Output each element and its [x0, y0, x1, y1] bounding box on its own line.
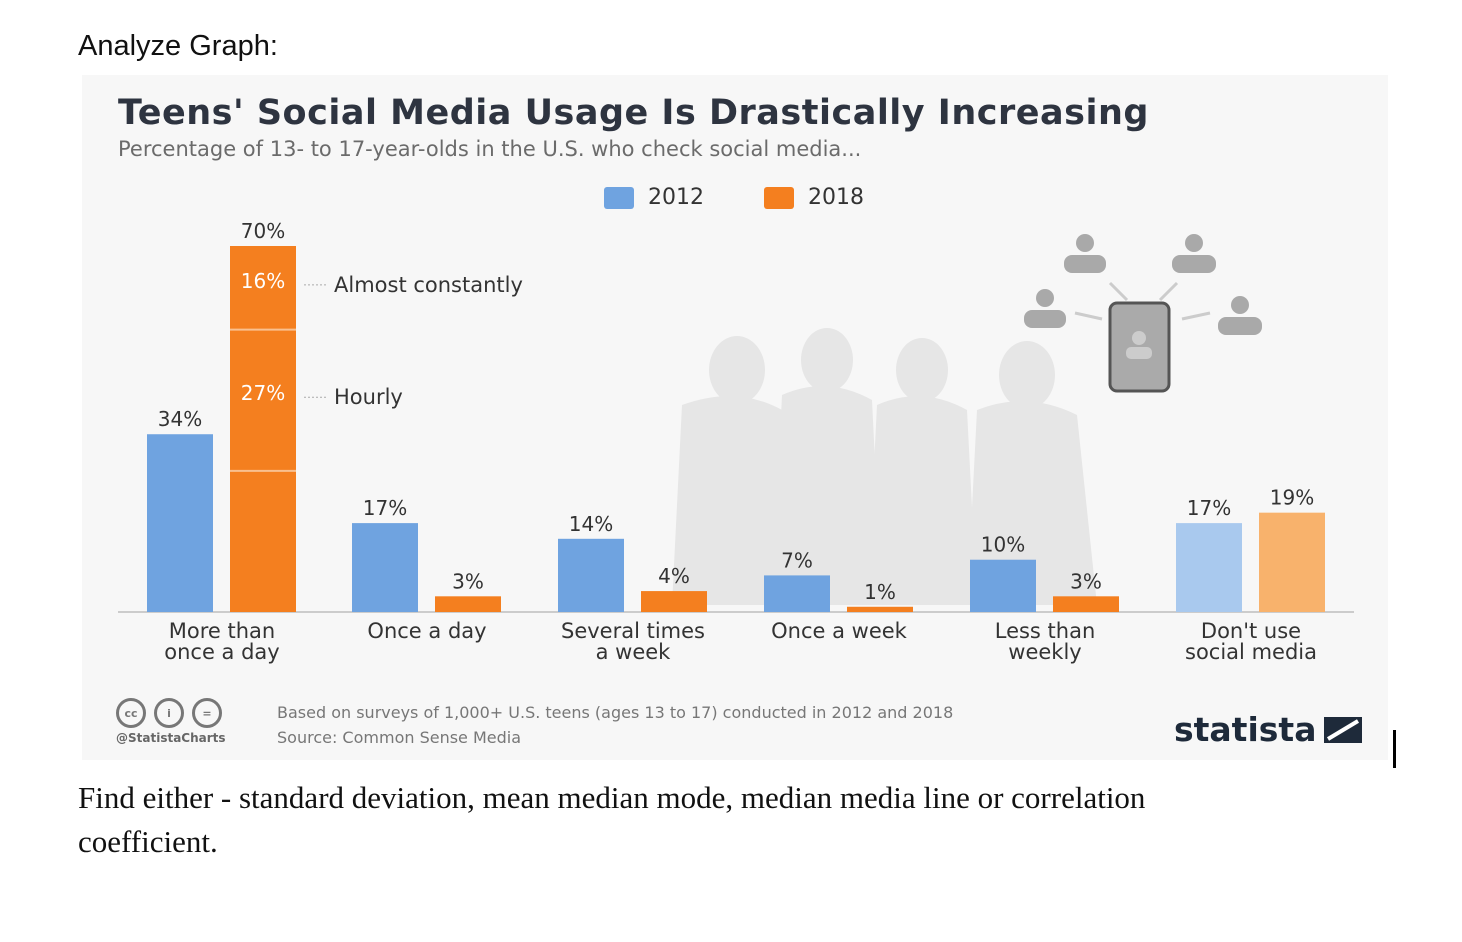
data-label: 17%	[363, 496, 407, 520]
legend-swatch-2018	[764, 186, 794, 209]
data-label: 10%	[981, 533, 1025, 557]
category-label: Several times	[561, 619, 705, 643]
chart-title: Teens' Social Media Usage Is Drastically…	[118, 93, 1149, 133]
category-label: More than	[169, 619, 275, 643]
footnote: Based on surveys of 1,000+ U.S. teens (a…	[277, 703, 954, 722]
category-label: Don't use	[1201, 619, 1301, 643]
bar-2012	[764, 575, 830, 612]
source: Source: Common Sense Media	[277, 728, 522, 747]
segment-label: 27%	[241, 381, 285, 405]
legend-label: 2012	[648, 185, 704, 210]
category-label: once a day	[164, 640, 279, 664]
legend-swatch-2012	[604, 186, 634, 209]
legend-label: 2018	[808, 185, 864, 210]
text-cursor	[1393, 730, 1396, 768]
data-label: 1%	[864, 580, 896, 604]
question-text: Find either - standard deviation, mean m…	[78, 780, 1146, 859]
network-phone-icon	[1024, 234, 1262, 393]
cc-icon: cc	[116, 698, 146, 728]
statista-logo: statista	[1174, 710, 1363, 749]
handle: @StatistaCharts	[116, 731, 226, 745]
bar-2018	[641, 591, 707, 612]
chart-subtitle: Percentage of 13- to 17-year-olds in the…	[118, 137, 862, 161]
data-label: 17%	[1187, 496, 1231, 520]
bar-2012	[1176, 523, 1242, 612]
data-label: 14%	[569, 512, 613, 536]
bar-2018	[1053, 596, 1119, 612]
bar-2018	[847, 606, 913, 612]
category-label: Once a day	[367, 619, 486, 643]
bar-2018	[230, 246, 296, 612]
bar-2012	[558, 538, 624, 612]
data-label: 7%	[781, 548, 813, 572]
no-derivatives-icon: =	[192, 698, 222, 728]
segment-name: Hourly	[334, 385, 403, 409]
segment-label: 16%	[241, 269, 285, 293]
bar-2012	[970, 559, 1036, 612]
chart-panel: Teens' Social Media Usage Is Drastically…	[82, 75, 1388, 760]
data-label: 3%	[1070, 569, 1102, 593]
data-label: 3%	[452, 569, 484, 593]
data-label: 4%	[658, 564, 690, 588]
bar-2018	[435, 596, 501, 612]
data-label: 19%	[1270, 486, 1314, 510]
bar-2018	[1259, 512, 1325, 612]
legend-item-2018: 2018	[764, 185, 864, 210]
category-label: weekly	[1008, 640, 1081, 664]
bar-2012	[352, 523, 418, 612]
data-label: 70%	[241, 219, 285, 243]
bar-2012	[147, 434, 213, 612]
category-label: a week	[596, 640, 672, 664]
heading: Analyze Graph:	[78, 30, 278, 62]
brand: statista	[1174, 710, 1317, 749]
legend-item-2012: 2012	[604, 185, 704, 210]
license-icons: cc i =	[116, 698, 230, 728]
category-label: Once a week	[771, 619, 908, 643]
segment-name: Almost constantly	[334, 273, 523, 297]
category-label: Less than	[995, 619, 1096, 643]
statista-logo-icon	[1324, 716, 1363, 743]
people-illustration	[672, 328, 1097, 605]
attribution-icon: i	[154, 698, 184, 728]
category-label: social media	[1185, 640, 1317, 664]
data-label: 34%	[158, 407, 202, 431]
bar-chart: 34% 17% 14% 7% 10% 17% 70% 3% 4% 1% 3% 19% 16% Almost…	[118, 219, 1354, 664]
